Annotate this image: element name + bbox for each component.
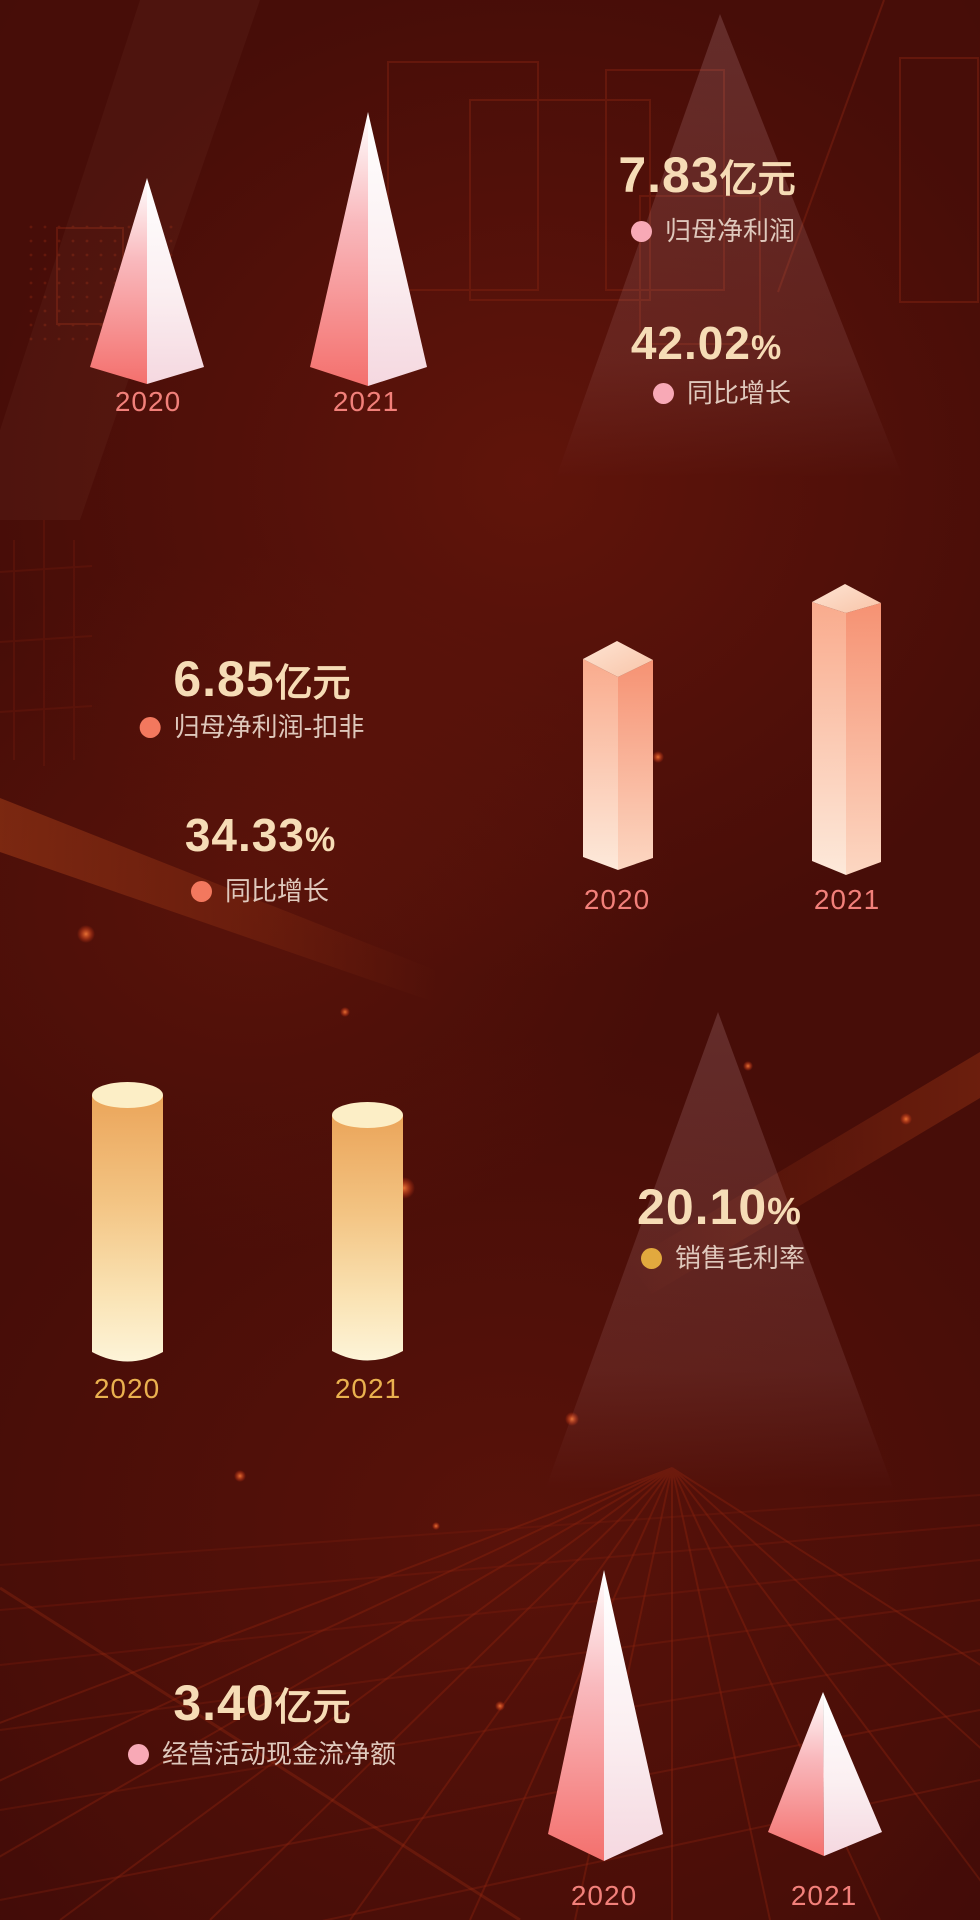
net-profit-amount: 7.83	[618, 147, 720, 203]
cash-flow-unit: 亿元	[274, 1687, 351, 1729]
year-label-2020: 2020	[583, 884, 651, 915]
bullet-icon	[127, 1743, 149, 1765]
net-profit-growth-label: 同比增长	[686, 378, 792, 408]
gross-margin-label-row: 销售毛利率	[640, 1243, 806, 1273]
net-profit-label: 归母净利润	[664, 216, 796, 246]
net-profit-value: 7.83亿元	[618, 150, 795, 200]
deducted-growth-label-row: 同比增长	[190, 876, 330, 906]
deducted-growth-value: 34.33%	[185, 812, 335, 858]
bullet-icon	[640, 1247, 662, 1269]
net-profit-growth-label-row: 同比增长	[652, 378, 792, 408]
bullet-icon	[190, 880, 212, 902]
deducted-label-row: 归母净利润-扣非	[139, 712, 365, 742]
net-profit-growth-value: 42.02%	[631, 320, 781, 366]
deducted-value: 6.85亿元	[173, 654, 350, 704]
deducted-growth-label: 同比增长	[224, 876, 330, 906]
gross-margin-amount: 20.10	[637, 1179, 768, 1235]
cash-flow-label: 经营活动现金流净额	[161, 1739, 397, 1769]
deducted-growth-amount: 34.33	[184, 809, 305, 861]
net-profit-unit: 亿元	[719, 159, 796, 201]
gross-margin-label: 销售毛利率	[674, 1243, 806, 1273]
year-label-2021: 2021	[790, 1880, 858, 1911]
net-profit-label-row: 归母净利润	[630, 216, 796, 246]
cash-flow-value: 3.40亿元	[173, 1678, 350, 1728]
year-label-2021: 2021	[332, 386, 400, 417]
net-profit-growth-unit: %	[750, 329, 782, 367]
gross-margin-unit: %	[767, 1191, 801, 1233]
bullet-icon	[630, 220, 652, 242]
cash-flow-amount: 3.40	[173, 1675, 275, 1731]
bullet-icon	[652, 382, 674, 404]
deducted-amount: 6.85	[173, 651, 275, 707]
year-label-2020: 2020	[114, 386, 182, 417]
year-label-2021: 2021	[813, 884, 881, 915]
deducted-growth-unit: %	[304, 821, 336, 859]
deducted-unit: 亿元	[274, 663, 351, 705]
year-label-2020: 2020	[93, 1373, 161, 1404]
cash-flow-label-row: 经营活动现金流净额	[127, 1739, 397, 1769]
gross-margin-value: 20.10%	[637, 1182, 801, 1232]
year-label-2020: 2020	[570, 1880, 638, 1911]
net-profit-growth-amount: 42.02	[630, 317, 751, 369]
bullet-icon	[139, 716, 161, 738]
year-label-2021: 2021	[334, 1373, 402, 1404]
deducted-label: 归母净利润-扣非	[173, 712, 365, 742]
